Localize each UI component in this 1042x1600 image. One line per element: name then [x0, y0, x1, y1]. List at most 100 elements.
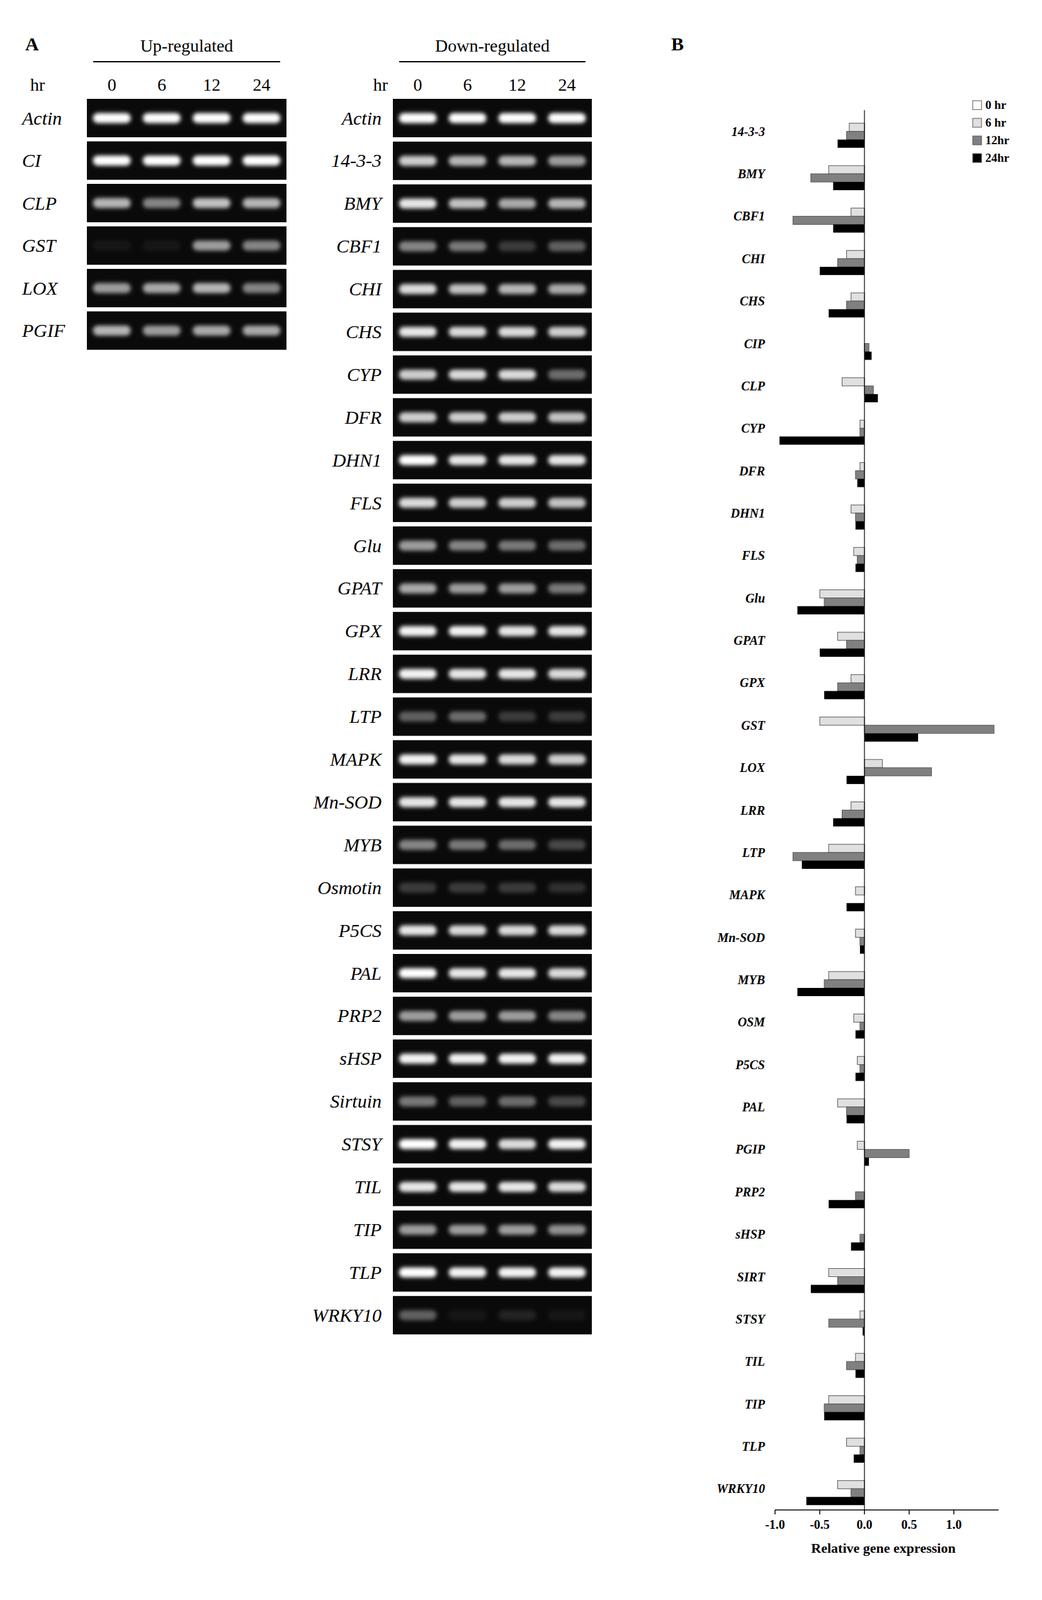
- bar: [851, 1242, 865, 1251]
- gel-band: [398, 882, 437, 893]
- gel-band: [448, 754, 487, 765]
- gel-band: [498, 925, 536, 936]
- group-rule: [399, 61, 586, 63]
- band-group: [398, 1010, 586, 1021]
- gene-label: PRP2: [336, 1004, 382, 1026]
- zero-line: [863, 110, 865, 1510]
- bar: [802, 860, 865, 869]
- band-group: [398, 668, 586, 679]
- bar: [824, 598, 865, 607]
- group-rule: [93, 61, 281, 63]
- gel-strip: [86, 98, 287, 138]
- gene-label: STSY: [341, 1133, 385, 1155]
- gene-label: Sirtuin: [329, 1090, 382, 1112]
- band-group: [398, 1138, 586, 1150]
- gel-band: [242, 198, 281, 209]
- gene-label: DFR: [344, 406, 382, 428]
- gel-band: [547, 882, 586, 893]
- category-label: 14-3-3: [731, 124, 765, 139]
- gel-band: [242, 325, 281, 336]
- gel-strip: [392, 355, 592, 394]
- gel-band: [547, 1010, 586, 1021]
- gel-band: [498, 1053, 536, 1064]
- gel-band: [448, 113, 487, 124]
- gel-band: [242, 113, 281, 124]
- gel-band: [498, 1096, 536, 1107]
- gel-band: [398, 326, 437, 337]
- gel-band: [448, 412, 487, 423]
- bar: [792, 215, 865, 225]
- bar: [846, 902, 865, 912]
- gene-label: WRKY10: [312, 1304, 382, 1326]
- category-label: Mn-SOD: [716, 930, 765, 945]
- gene-label: TLP: [348, 1261, 382, 1283]
- gel-band: [142, 198, 181, 209]
- band-group: [93, 283, 281, 294]
- gene-label: CHI: [348, 278, 383, 300]
- band-group: [398, 797, 586, 808]
- gel-strip: [392, 1125, 592, 1164]
- gel-band: [398, 113, 437, 124]
- gene-label: Glu: [353, 535, 382, 556]
- gene-label: DHN1: [331, 449, 382, 471]
- gel-band: [448, 1096, 487, 1107]
- bar: [857, 479, 865, 488]
- gel-band: [498, 711, 536, 722]
- bar: [855, 470, 865, 480]
- panel-letter: B: [671, 33, 684, 55]
- bar: [806, 1496, 865, 1505]
- gel-strip: [392, 868, 592, 907]
- x-tick: [774, 1509, 776, 1515]
- bar: [855, 521, 865, 530]
- gene-label: CYP: [346, 363, 382, 385]
- bar: [864, 725, 995, 734]
- bar: [864, 343, 869, 352]
- gene-label: LRR: [347, 662, 382, 684]
- x-axis: [775, 1509, 999, 1511]
- band-group: [398, 412, 586, 423]
- category-label: PGIP: [734, 1142, 765, 1156]
- x-axis-title: Relative gene expression: [810, 1540, 956, 1556]
- panel-letter: A: [25, 33, 40, 55]
- gel-band: [498, 583, 536, 594]
- bar: [855, 1369, 865, 1378]
- gene-label: PAL: [350, 962, 382, 984]
- bar: [828, 844, 865, 853]
- bar: [864, 394, 878, 403]
- gel-band: [192, 198, 231, 209]
- gel-band: [498, 283, 536, 295]
- band-group: [398, 455, 586, 466]
- gel-band: [498, 1310, 536, 1321]
- category-label: CBF1: [733, 209, 765, 223]
- gel-band: [398, 1224, 437, 1235]
- bar: [851, 1488, 865, 1497]
- gel-strip: [86, 311, 287, 351]
- gel-band: [448, 1224, 487, 1235]
- gel-band: [498, 1010, 536, 1021]
- gel-band: [547, 754, 586, 765]
- gel-band: [498, 113, 536, 124]
- gel-band: [547, 283, 586, 295]
- band-group: [398, 498, 586, 509]
- band-group: [93, 325, 281, 336]
- gel-band: [498, 839, 536, 850]
- gel-band: [547, 1138, 586, 1150]
- bar: [828, 1319, 865, 1328]
- category-label: OSM: [737, 1014, 767, 1029]
- gel-band: [448, 1181, 487, 1192]
- gel-band: [398, 369, 437, 380]
- bar: [837, 632, 865, 641]
- x-tick: [953, 1509, 955, 1515]
- bar: [846, 1106, 865, 1116]
- gel-band: [398, 155, 437, 166]
- gel-band: [547, 925, 586, 936]
- gel-strip: [392, 98, 592, 138]
- gene-label: Actin: [20, 107, 62, 129]
- gel-band: [498, 412, 536, 423]
- gel-band: [93, 283, 131, 294]
- lane-label: 12: [202, 74, 221, 95]
- gel-band: [498, 1267, 536, 1278]
- band-group: [398, 882, 586, 893]
- bar: [828, 165, 865, 174]
- gel-strip: [392, 1210, 592, 1249]
